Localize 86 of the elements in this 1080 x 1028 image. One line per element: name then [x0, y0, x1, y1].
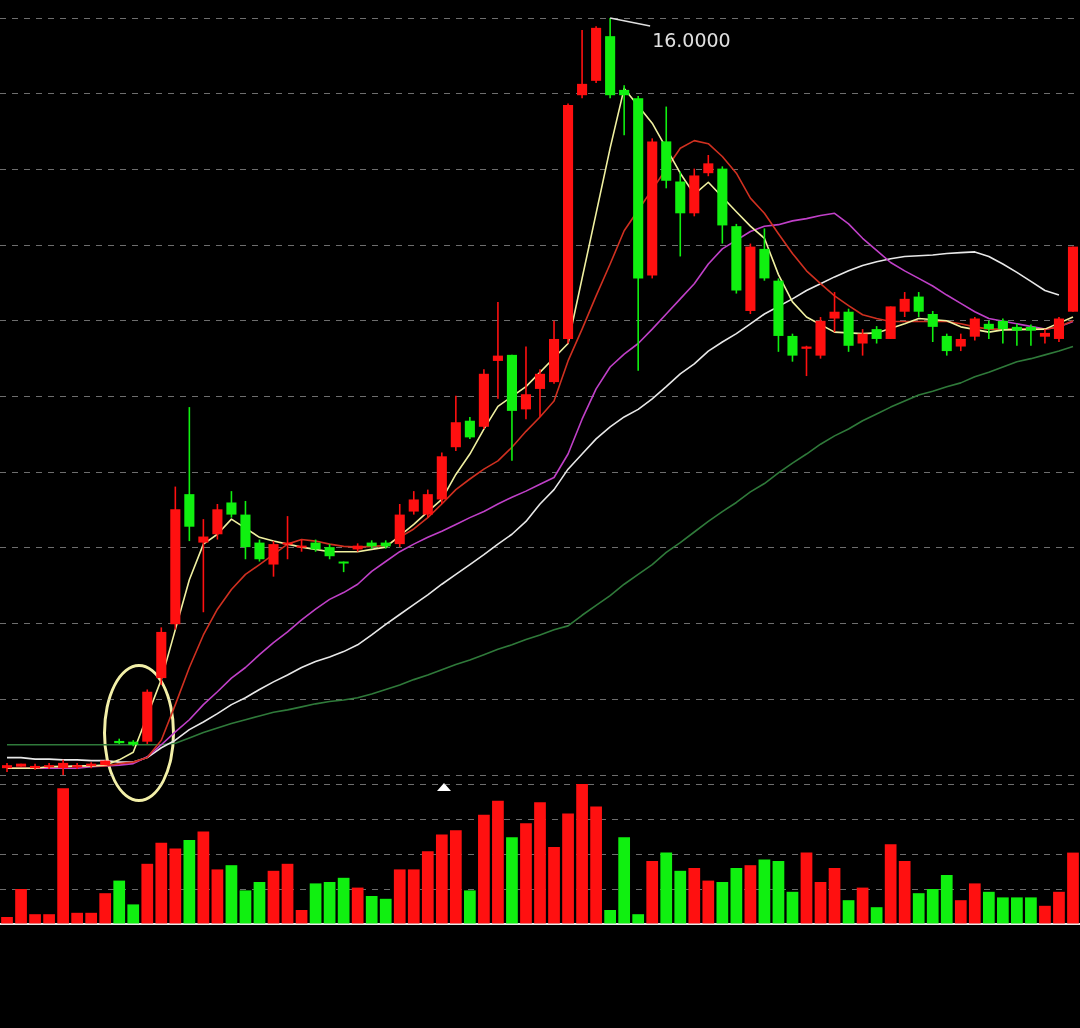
bar	[197, 831, 210, 924]
bar	[1067, 852, 1079, 924]
bar	[351, 887, 364, 924]
bar	[828, 868, 841, 924]
bar	[730, 868, 743, 924]
bar	[520, 823, 532, 924]
bar	[267, 870, 280, 924]
bar	[253, 882, 266, 924]
bar	[982, 891, 995, 924]
bar	[1025, 897, 1037, 924]
bar	[618, 837, 631, 924]
bar	[225, 865, 238, 924]
bar	[155, 842, 168, 924]
candlestick	[492, 301, 503, 399]
candlestick	[577, 30, 588, 99]
bar	[744, 865, 757, 924]
bar	[407, 869, 420, 924]
bar	[71, 912, 84, 924]
bar	[1, 917, 13, 924]
bar	[716, 882, 729, 924]
bar	[1011, 897, 1023, 924]
bar	[169, 848, 182, 924]
bar	[295, 910, 308, 924]
bar	[884, 844, 897, 924]
bar	[800, 852, 813, 924]
bar	[660, 852, 673, 924]
bar	[43, 914, 55, 924]
bar	[309, 883, 322, 924]
candlestick	[983, 320, 994, 339]
bar	[506, 837, 518, 924]
bar	[15, 889, 27, 924]
bar	[590, 806, 602, 924]
annotation: 16.0000	[652, 28, 731, 51]
bar	[393, 869, 406, 924]
candlestick	[619, 85, 630, 136]
bar	[113, 880, 126, 924]
bar	[940, 875, 953, 924]
bar	[674, 870, 687, 924]
bar	[421, 851, 434, 924]
bar	[85, 912, 98, 924]
bar	[211, 869, 224, 924]
bar	[492, 800, 504, 924]
bar	[898, 861, 911, 924]
bar	[478, 814, 490, 924]
bar	[772, 861, 785, 924]
bar	[1053, 891, 1065, 924]
bar	[562, 813, 574, 924]
bar	[1039, 905, 1051, 924]
bar	[365, 896, 378, 924]
bar	[323, 882, 336, 924]
bar	[758, 859, 771, 924]
bar	[912, 893, 925, 924]
bar	[996, 897, 1009, 924]
bar	[337, 877, 350, 924]
bar	[576, 784, 588, 924]
bar	[379, 898, 392, 924]
bar	[786, 891, 799, 924]
bar	[646, 861, 659, 924]
candlestick	[1039, 329, 1050, 344]
bar	[141, 863, 154, 924]
bar	[856, 887, 869, 924]
candlestick	[520, 346, 532, 420]
bar	[281, 863, 294, 924]
bar	[99, 893, 112, 924]
bar	[127, 904, 140, 924]
bar	[688, 868, 701, 924]
bar	[814, 882, 827, 924]
bar	[435, 834, 448, 924]
bar	[534, 802, 546, 924]
bar	[870, 907, 883, 924]
bar	[29, 914, 41, 924]
candlestick	[1025, 324, 1036, 346]
bar	[632, 914, 645, 924]
bar	[239, 890, 252, 924]
bar	[604, 910, 616, 924]
bar	[183, 840, 196, 924]
candlestick	[1011, 323, 1022, 346]
bar	[842, 900, 855, 924]
bar	[548, 847, 560, 924]
bar	[926, 889, 939, 924]
bar	[57, 788, 69, 924]
bar	[702, 880, 715, 924]
bar	[968, 883, 981, 924]
bar	[954, 900, 967, 924]
bar	[449, 830, 462, 924]
bar	[464, 890, 476, 924]
